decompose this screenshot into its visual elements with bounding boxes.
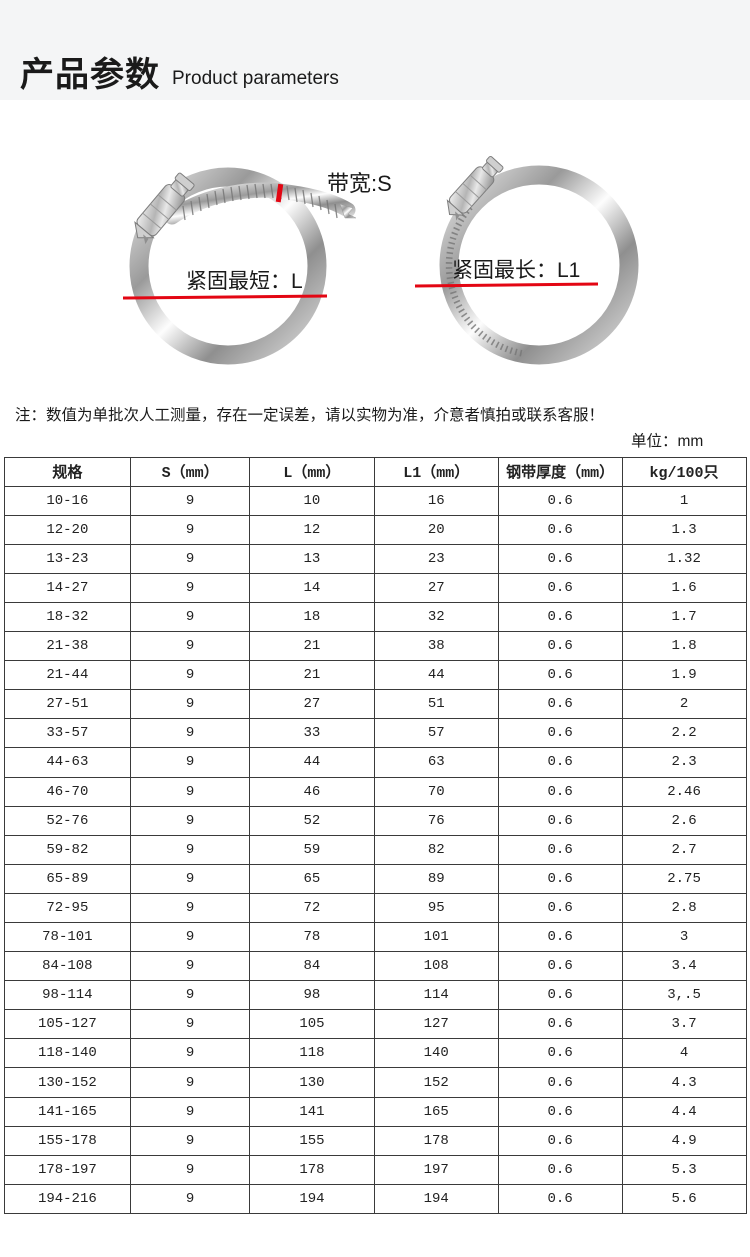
svg-text:紧固最长：L1: 紧固最长：L1 <box>452 259 580 282</box>
svg-text:带宽:S: 带宽:S <box>327 171 392 196</box>
svg-text:紧固最短：L: 紧固最短：L <box>186 270 303 293</box>
